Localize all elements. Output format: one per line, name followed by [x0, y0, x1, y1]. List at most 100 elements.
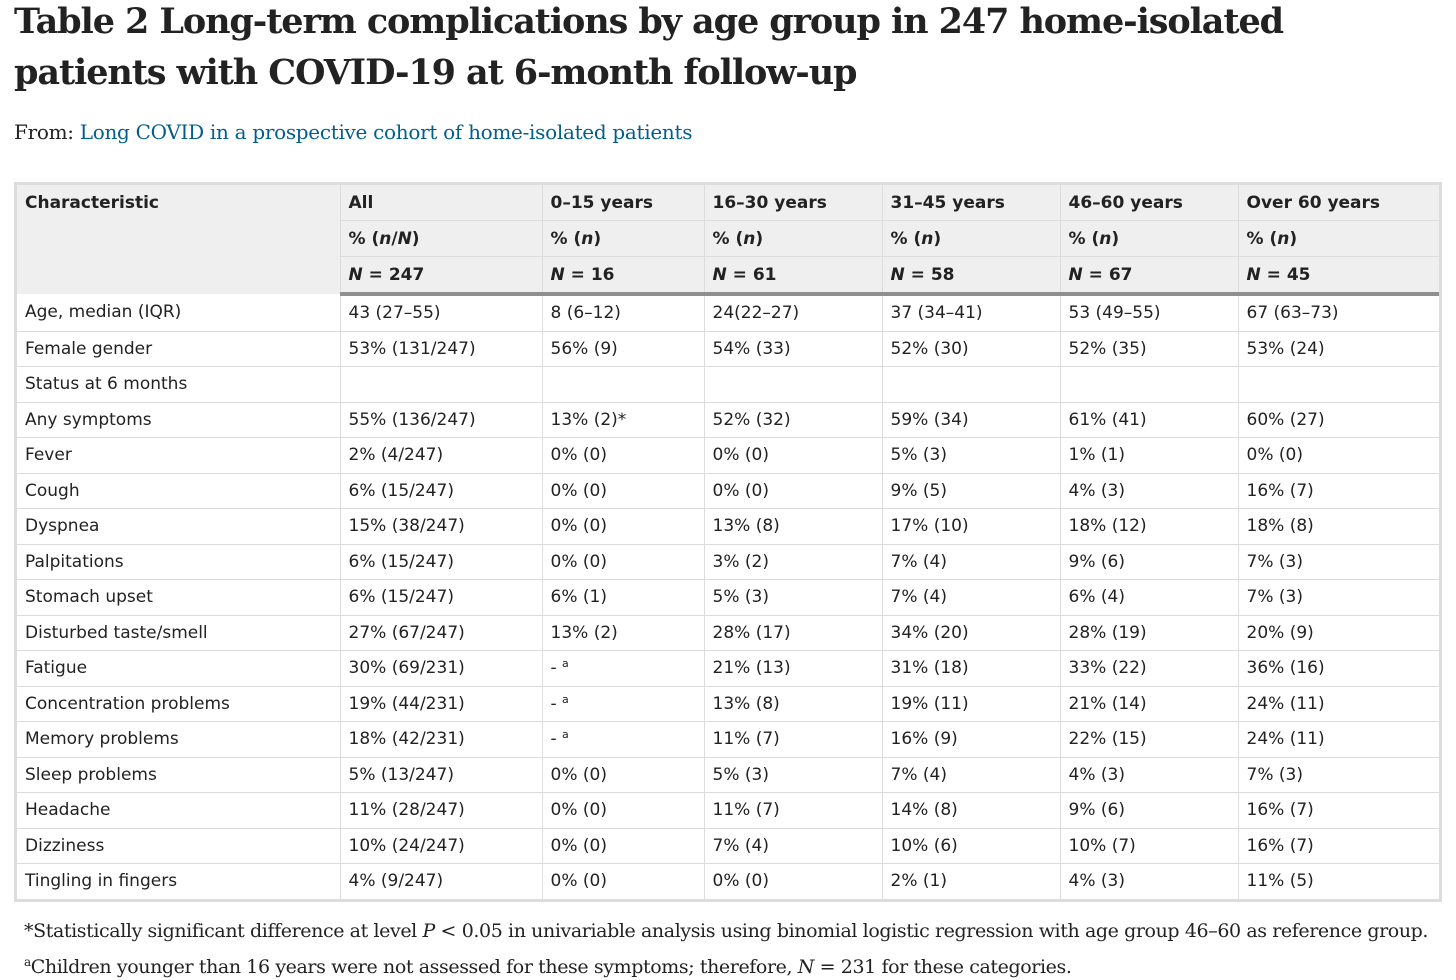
table-cell: 24% (11) [1238, 721, 1439, 758]
table-cell: 18% (8) [1238, 508, 1439, 545]
cell-value: 53% (131/247) [348, 338, 476, 359]
table-cell: 53% (131/247) [340, 331, 543, 367]
cell-value: Fever [25, 445, 72, 466]
row-label: Disturbed taste/smell [17, 615, 341, 651]
footnote-2-mark: a [24, 955, 31, 969]
table-cell: 11% (7) [704, 792, 883, 829]
table-cell: 4% (9/247) [340, 863, 543, 899]
cell-value: 0% (0) [550, 800, 607, 821]
cell-value: 13% (8) [712, 693, 780, 714]
row-label: Fever [17, 437, 341, 474]
footnote-2-variable: N [797, 956, 815, 978]
row-label: Any symptoms [17, 402, 341, 438]
cell-value: 43 (27–55) [348, 303, 441, 324]
cell-value: 18% (12) [1068, 516, 1147, 537]
cell-value: 52% (32) [712, 409, 791, 430]
table-row: Cough 6% (15/247) 0% (0) 0% (0) 9% (5) 4% (3)… [17, 473, 1439, 509]
table-cell: 9% (6) [1060, 792, 1239, 829]
table-row: Any symptoms 55% (136/247) 13% (2)* 52% (32… [17, 402, 1439, 438]
row-label: Memory problems [17, 721, 341, 758]
cell-value: 0% (0) [712, 445, 769, 466]
table-cell: 0% (0) [542, 544, 705, 580]
cell-value: 0% (0) [550, 445, 607, 466]
data-table-container: Characteristic All 0–15 years 16–30 year… [14, 182, 1442, 902]
cell-value: 11% (7) [712, 800, 780, 821]
header-age-46-60: 46–60 years [1060, 185, 1239, 221]
cell-value: 67 (63–73) [1246, 303, 1339, 324]
cell-value: 2% (4/247) [348, 445, 444, 466]
table-cell: 27% (67/247) [340, 615, 543, 651]
cell-value: Concentration problems [25, 693, 230, 714]
row-label: Dizziness [17, 828, 341, 864]
row-label: Age, median (IQR) [17, 294, 341, 332]
table-cell: 0% (0) [542, 437, 705, 474]
table-cell: 24% (11) [1238, 686, 1439, 722]
cell-value: 28% (17) [712, 622, 791, 643]
cell-value: 28% (19) [1068, 622, 1147, 643]
cell-value: 30% (69/231) [348, 658, 465, 679]
cell-value: 0% (0) [712, 480, 769, 501]
table-cell: 43 (27–55) [340, 294, 543, 332]
table-cell: 7% (3) [1238, 544, 1439, 580]
table-cell: 2% (1) [882, 863, 1061, 899]
cell-value: 0% (0) [550, 764, 607, 785]
cell-value: 7% (4) [890, 764, 947, 785]
table-row: Sleep problems 5% (13/247) 0% (0) 5% (3) 7% … [17, 757, 1439, 793]
table-cell: 7% (4) [882, 757, 1061, 793]
cell-value: Palpitations [25, 551, 124, 572]
cell-value: 37 (34–41) [890, 303, 983, 324]
table-row: Stomach upset 6% (15/247) 6% (1) 5% (3) 7% (… [17, 579, 1439, 616]
header-count-1: N = 16 [542, 256, 705, 296]
cell-value: 27% (67/247) [348, 622, 465, 643]
cell-value: 3% (2) [712, 551, 769, 572]
row-label: Palpitations [17, 544, 341, 580]
cell-value: 7% (3) [1246, 587, 1303, 608]
cell-value: 60% (27) [1246, 409, 1325, 430]
cell-value: Memory problems [25, 729, 179, 750]
table-cell: 17% (10) [882, 508, 1061, 545]
footnote-significance: *Statistically significant difference at… [24, 918, 1428, 944]
cell-value: 22% (15) [1068, 729, 1147, 750]
table-cell [704, 366, 883, 403]
cell-value: 33% (22) [1068, 658, 1147, 679]
table-cell: 5% (3) [704, 579, 883, 616]
cell-value: Cough [25, 480, 80, 501]
table-row: Fever 2% (4/247) 0% (0) 0% (0) 5% (3) 1% (1) 0… [17, 437, 1439, 474]
table-row: Age, median (IQR) 43 (27–55) 8 (6–12) 24(22… [17, 294, 1439, 332]
cell-value: Fatigue [25, 658, 88, 679]
table-cell: 16% (7) [1238, 792, 1439, 829]
table-cell: 0% (0) [542, 508, 705, 545]
cell-value: 56% (9) [550, 338, 618, 359]
cell-value: 4% (3) [1068, 764, 1125, 785]
table-cell: 60% (27) [1238, 402, 1439, 438]
table-cell: 61% (41) [1060, 402, 1239, 438]
table-cell: 13% (8) [704, 508, 883, 545]
table-cell: 30% (69/231) [340, 650, 543, 687]
table-cell: 5% (3) [882, 437, 1061, 474]
table-cell: 31% (18) [882, 650, 1061, 687]
cell-value: 1% (1) [1068, 445, 1125, 466]
table-cell: 11% (5) [1238, 864, 1439, 899]
table-cell: 54% (33) [704, 331, 883, 367]
source-article-link[interactable]: Long COVID in a prospective cohort of ho… [79, 120, 693, 144]
table-cell: 6% (15/247) [340, 579, 543, 616]
table-header: Characteristic All 0–15 years 16–30 year… [17, 185, 1439, 296]
cell-value: 7% (3) [1246, 551, 1303, 572]
table-cell: 9% (5) [882, 473, 1061, 509]
table-row: Dizziness 10% (24/247) 0% (0) 7% (4) 10% (6)… [17, 828, 1439, 864]
header-unit-2: % (n) [704, 220, 883, 257]
cell-value: 10% (24/247) [348, 835, 465, 856]
cell-value: 0% (0) [550, 551, 607, 572]
table-cell: 13% (2) [542, 615, 705, 651]
table-cell: 16% (7) [1238, 828, 1439, 864]
cell-value: 11% (28/247) [348, 800, 465, 821]
cell-value: 4% (3) [1068, 871, 1125, 892]
table-cell: 10% (6) [882, 828, 1061, 864]
cell-value: 0% (0) [550, 480, 607, 501]
header-age-16-30: 16–30 years [704, 185, 883, 221]
cell-value: Headache [25, 800, 111, 821]
header-all: All [340, 185, 543, 221]
table-title: Table 2 Long-term complications by age g… [14, 1, 1284, 93]
cell-value: 0% (0) [1246, 445, 1303, 466]
